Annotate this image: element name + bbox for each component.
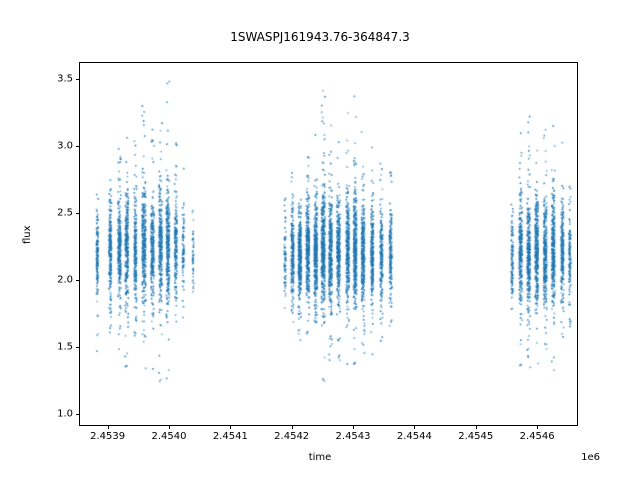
y-tick-mark bbox=[75, 347, 79, 349]
page-title: 1SWASPJ161943.76-364847.3 bbox=[230, 30, 410, 44]
x-tick-label: 2.4545 bbox=[458, 431, 494, 442]
y-tick-label: 2.0 bbox=[57, 274, 73, 286]
y-axis-label: flux bbox=[22, 225, 33, 244]
x-tick-label: 2.4541 bbox=[212, 431, 248, 442]
x-tick-label: 2.4539 bbox=[90, 431, 126, 442]
y-tick-mark bbox=[75, 280, 79, 282]
x-tick-mark bbox=[168, 425, 170, 429]
x-tick-label: 2.4542 bbox=[274, 431, 310, 442]
y-tick-mark bbox=[75, 213, 79, 215]
x-axis-label: time bbox=[308, 452, 332, 463]
x-tick-mark bbox=[291, 425, 293, 429]
x-tick-label: 2.4540 bbox=[151, 431, 187, 442]
x-axis-offset-label: 1e6 bbox=[581, 452, 600, 463]
plot-axes[interactable] bbox=[79, 62, 578, 426]
y-tick-mark bbox=[75, 146, 79, 148]
x-tick-mark bbox=[537, 425, 539, 429]
y-tick-label: 3.5 bbox=[57, 73, 73, 85]
x-tick-mark bbox=[353, 425, 355, 429]
x-tick-mark bbox=[107, 425, 109, 429]
y-tick-label: 3.0 bbox=[57, 140, 73, 152]
y-tick-label: 1.0 bbox=[57, 408, 73, 420]
scatter-plot-points bbox=[80, 63, 577, 425]
y-tick-label: 2.5 bbox=[57, 207, 73, 219]
x-tick-mark bbox=[475, 425, 477, 429]
x-tick-mark bbox=[230, 425, 232, 429]
y-tick-mark bbox=[75, 414, 79, 416]
x-tick-label: 2.4544 bbox=[396, 431, 432, 442]
x-tick-mark bbox=[414, 425, 416, 429]
y-tick-label: 1.5 bbox=[57, 341, 73, 353]
x-tick-label: 2.4543 bbox=[335, 431, 371, 442]
y-tick-mark bbox=[75, 79, 79, 81]
x-tick-label: 2.4546 bbox=[519, 431, 555, 442]
